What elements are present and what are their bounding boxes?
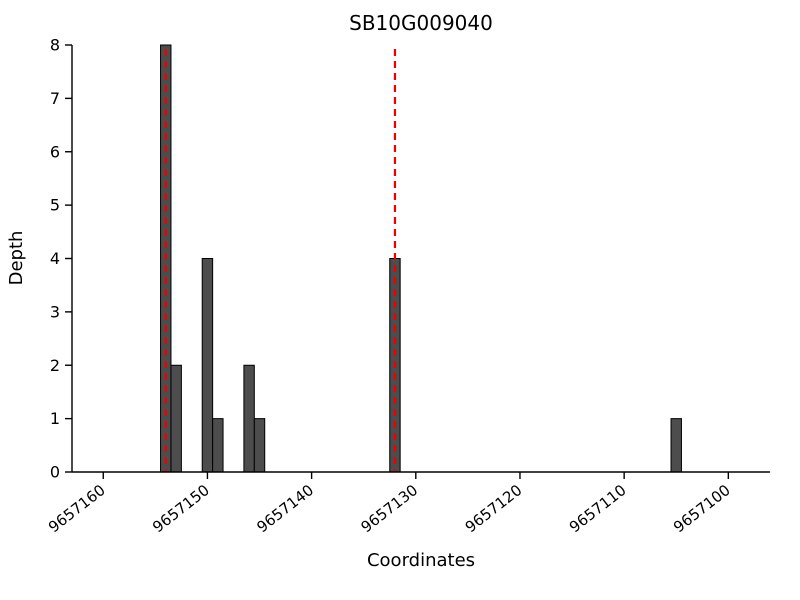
depth-bar [670, 418, 682, 473]
y-tick-label: 2 [50, 356, 60, 375]
y-tick-label: 1 [50, 409, 60, 428]
y-tick-label: 3 [50, 302, 60, 321]
x-tick-label: 9657100 [670, 481, 734, 536]
depth-bar [212, 418, 224, 473]
chart-title: SB10G009040 [349, 11, 493, 35]
x-tick-label: 9657160 [45, 481, 109, 536]
x-tick-label: 9657140 [253, 481, 317, 536]
x-tick-label: 9657110 [566, 481, 630, 536]
plot-area: 0 1 2 3 4 5 6 7 8 9657160 9657150 9657140 9657130 965… [45, 36, 770, 536]
y-tick-label: 5 [50, 196, 60, 215]
depth-bar [201, 258, 214, 473]
y-tick-label: 0 [50, 463, 60, 482]
x-axis-label: Coordinates [367, 550, 475, 571]
depth-bar [243, 364, 255, 473]
x-tick-label: 9657130 [358, 481, 422, 536]
x-tick-label: 9657120 [462, 481, 526, 536]
x-tick-label: 9657150 [149, 481, 213, 536]
y-tick-label: 8 [50, 36, 60, 55]
depth-bar [170, 364, 182, 473]
y-tick-label: 4 [50, 249, 60, 268]
y-axis-label: Depth [6, 231, 27, 286]
y-tick-label: 7 [50, 89, 60, 108]
y-tick-label: 6 [50, 142, 60, 161]
depth-bar [253, 418, 266, 473]
